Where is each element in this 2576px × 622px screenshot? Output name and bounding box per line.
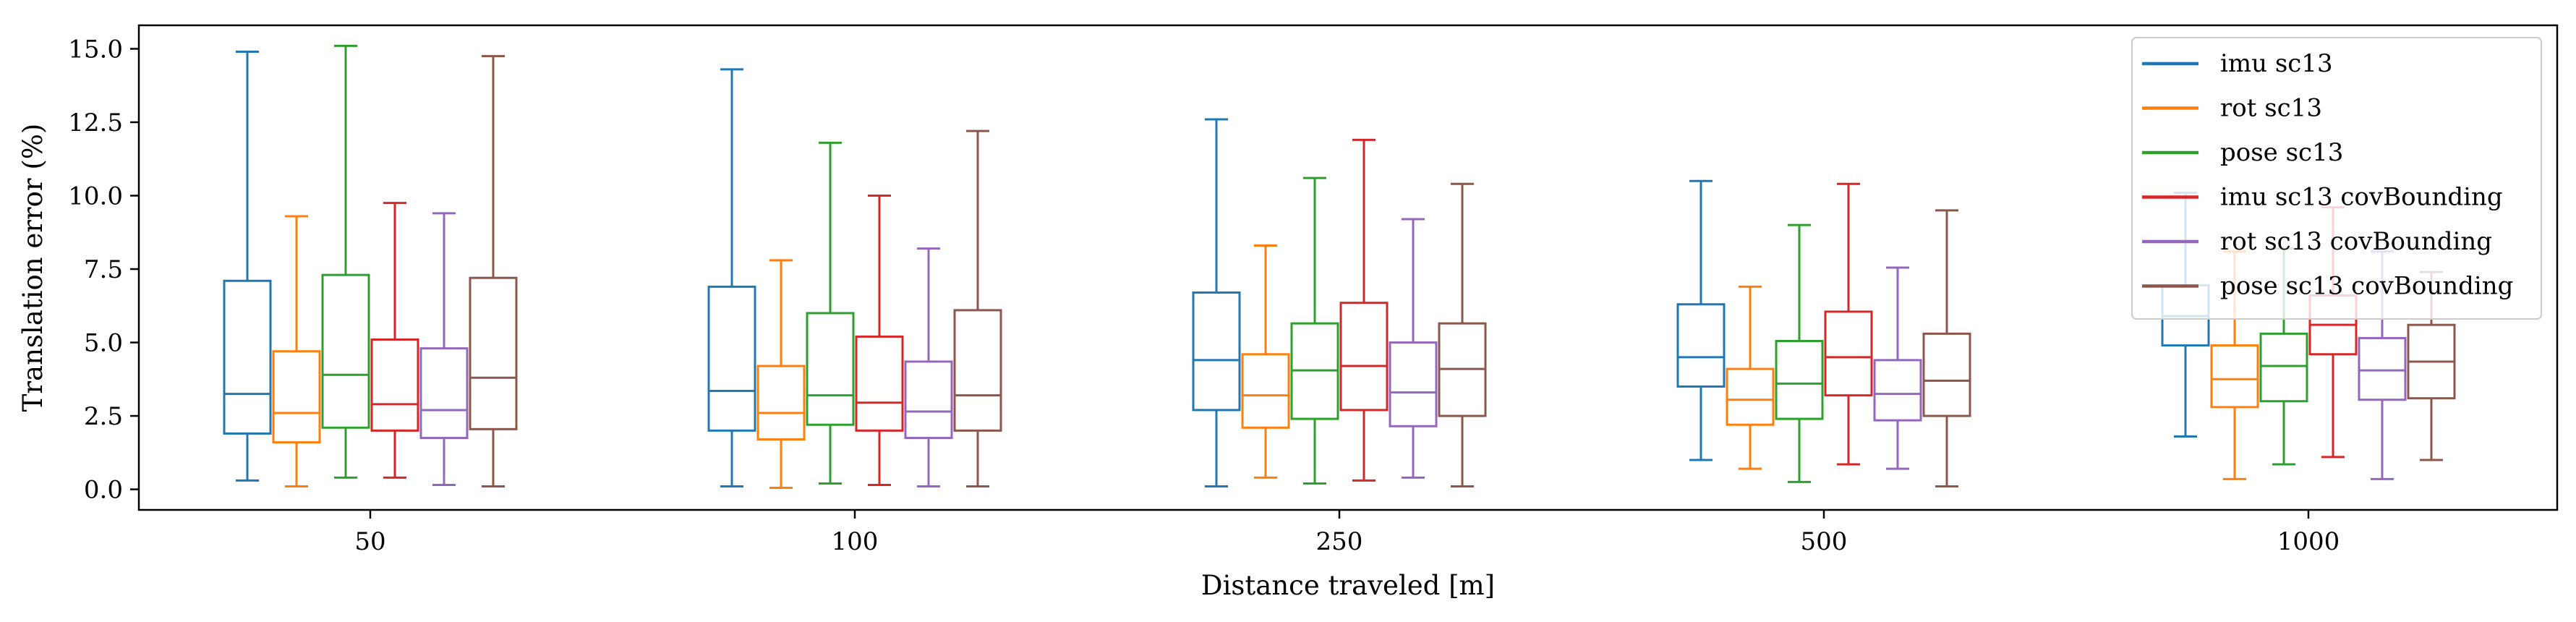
box-iqr [223,279,272,435]
box-iqr [2259,332,2308,403]
legend-item: pose sc13 [2142,138,2343,167]
box-3-5 [1922,209,1971,488]
x-axis: 50 100 250 500 1000 [354,510,2340,556]
boxes-layer [223,44,2456,490]
box-iqr [469,276,518,430]
box-1-0 [707,68,756,488]
plot-frame [137,24,2559,511]
y-tick-label: 5.0 [84,329,123,358]
y-axis-label: Translation error (%) [17,124,48,412]
box-0-1 [272,215,321,488]
legend-label: rot sc13 covBounding [2220,227,2492,256]
box-iqr [321,273,370,429]
box-2-4 [1389,218,1438,479]
legend: imu sc13 rot sc13 pose sc13 imu sc13 covBou… [2131,37,2542,320]
box-iqr [1873,359,1922,422]
y-tick-label: 2.5 [84,402,123,431]
x-tick-label: 500 [1801,527,1848,556]
box-2-0 [1192,118,1241,488]
box-iqr [1389,341,1438,427]
box-iqr [1676,303,1726,388]
box-iqr [904,360,953,440]
box-iqr [855,335,904,432]
box-iqr [2358,336,2407,401]
legend-label: pose sc13 covBounding [2220,272,2513,301]
box-3-1 [1726,285,1775,470]
box-iqr [806,312,855,426]
box-2-2 [1290,176,1339,485]
box-iqr [370,338,419,432]
box-3-2 [1775,223,1824,483]
y-tick-label: 15.0 [68,35,123,64]
y-tick-label: 0.0 [84,476,123,505]
box-0-0 [223,51,272,482]
box-1-5 [953,129,1002,488]
legend-item: rot sc13 [2142,94,2322,123]
box-iqr [707,285,756,432]
legend-box [2131,37,2542,320]
box-0-2 [321,44,370,479]
legend-item: rot sc13 covBounding [2142,227,2492,256]
box-0-5 [469,55,518,488]
x-tick-label: 100 [832,527,879,556]
box-3-3 [1824,182,1873,466]
box-iqr [1824,310,1873,397]
box-iqr [1339,302,1389,412]
box-1-4 [904,247,953,488]
box-3-0 [1676,179,1726,461]
box-0-3 [370,202,419,479]
legend-label: rot sc13 [2220,94,2322,123]
box-1-1 [756,259,806,490]
box-iqr [1192,291,1241,412]
box-1-2 [806,141,855,485]
x-tick-label: 250 [1316,527,1363,556]
box-iqr [756,365,806,441]
x-tick-label: 50 [354,527,385,556]
box-2-3 [1339,138,1389,482]
y-axis: 0.0 2.5 5.0 7.5 10.0 12.5 15.0 [68,35,139,505]
legend-item: pose sc13 covBounding [2142,272,2513,301]
x-tick-label: 1000 [2277,527,2340,556]
legend-label: pose sc13 [2220,138,2343,167]
box-0-4 [419,212,469,486]
y-tick-label: 10.0 [68,182,123,211]
box-iqr [419,347,469,440]
box-iqr [1726,367,1775,426]
y-tick-label: 12.5 [68,108,123,137]
box-iqr [1241,353,1290,429]
legend-label: imu sc13 [2220,49,2333,78]
box-iqr [953,309,1002,432]
legend-label: imu sc13 covBounding [2220,183,2503,212]
box-iqr [272,350,321,444]
box-iqr [1922,332,1971,417]
x-axis-label: Distance traveled [m] [1201,570,1495,601]
legend-item: imu sc13 [2142,49,2333,78]
box-1-3 [855,195,904,486]
legend-item: imu sc13 covBounding [2142,183,2503,212]
box-2-1 [1241,244,1290,479]
box-3-4 [1873,266,1922,470]
box-2-5 [1438,182,1487,488]
box-iqr [1775,340,1824,420]
box-iqr [2210,344,2259,409]
y-tick-label: 7.5 [84,255,123,284]
